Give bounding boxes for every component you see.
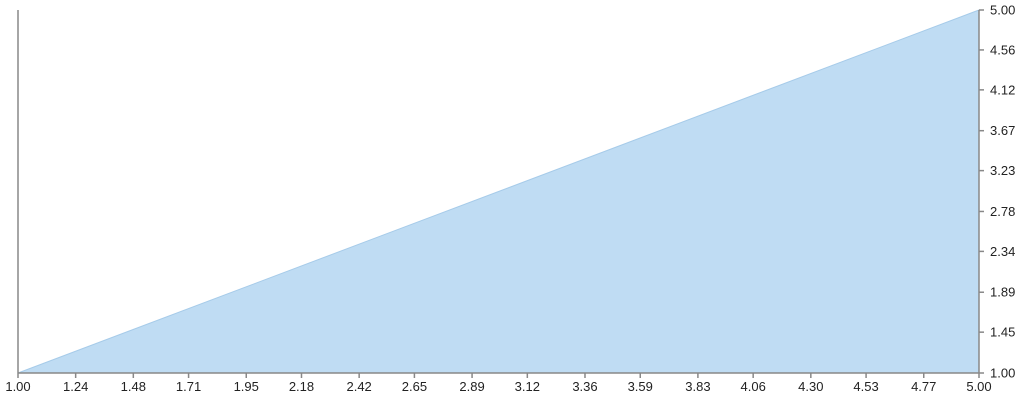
y-tick-label: 1.89 [990,285,1015,300]
y-tick-label: 2.78 [990,204,1015,219]
x-tick-label: 1.48 [121,379,146,394]
y-tick-label: 4.12 [990,82,1015,97]
x-tick-label: 2.65 [402,379,427,394]
x-tick-label: 2.18 [289,379,314,394]
x-tick-label: 3.12 [515,379,540,394]
x-tick-label: 1.95 [234,379,259,394]
x-tick-label: 1.00 [5,379,30,394]
y-tick-label: 4.56 [990,42,1015,57]
y-tick-label: 3.23 [990,163,1015,178]
x-tick-label: 5.00 [966,379,991,394]
x-tick-label: 3.36 [572,379,597,394]
x-tick-label: 1.71 [176,379,201,394]
y-tick-label: 1.45 [990,325,1015,340]
y-tick-label: 2.34 [990,244,1015,259]
x-tick-label: 4.77 [911,379,936,394]
x-tick-label: 3.83 [685,379,710,394]
x-tick-label: 4.06 [741,379,766,394]
y-tick-label: 1.00 [990,366,1015,381]
area-line [17,9,980,374]
x-tick-label: 2.42 [346,379,371,394]
y-tick-label: 3.67 [990,123,1015,138]
x-tick-label: 4.53 [853,379,878,394]
x-tick-label: 4.30 [798,379,823,394]
x-tick-label: 3.59 [628,379,653,394]
y-tick-label: 5.00 [990,3,1015,18]
x-tick-label: 2.89 [459,379,484,394]
x-tick-label: 1.24 [63,379,88,394]
